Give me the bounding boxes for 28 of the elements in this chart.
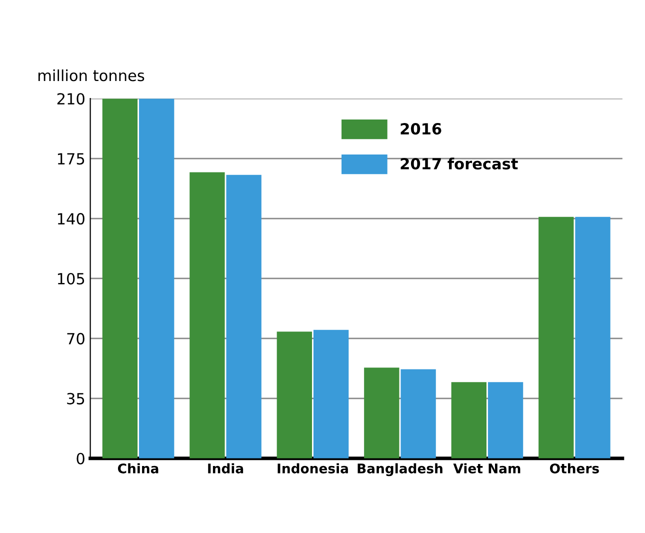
x-tick-label: Viet Nam: [453, 463, 520, 474]
y-tick-label: 105: [58, 272, 84, 285]
bar: [400, 369, 436, 458]
bar: [226, 174, 262, 458]
bar: [190, 172, 225, 458]
bar: [488, 382, 524, 458]
y-axis-title: million tonnes: [38, 69, 144, 82]
bar: [139, 98, 174, 458]
x-tick-label: Bangladesh: [358, 463, 442, 476]
y-tick-label: 210: [57, 93, 84, 105]
x-tick-label: India: [208, 463, 244, 474]
bar: [575, 216, 610, 458]
bar: [102, 98, 138, 458]
legend-label: 2016: [400, 123, 442, 135]
x-tick-label: Others: [550, 463, 599, 474]
x-tick-label: Indonesia: [278, 463, 348, 474]
y-tick-label: 0: [76, 452, 84, 464]
y-tick-label: 175: [58, 153, 84, 165]
y-tick-label: 140: [58, 212, 84, 225]
bar: [364, 368, 400, 458]
bar: [313, 330, 349, 458]
bar: [538, 216, 574, 458]
legend-label: 2017 forecast: [400, 158, 518, 170]
y-tick-label: 70: [67, 332, 84, 344]
y-tick-label: 35: [67, 392, 84, 404]
bar: [451, 382, 486, 458]
x-tick-label: China: [118, 463, 158, 474]
bar: [276, 332, 312, 458]
